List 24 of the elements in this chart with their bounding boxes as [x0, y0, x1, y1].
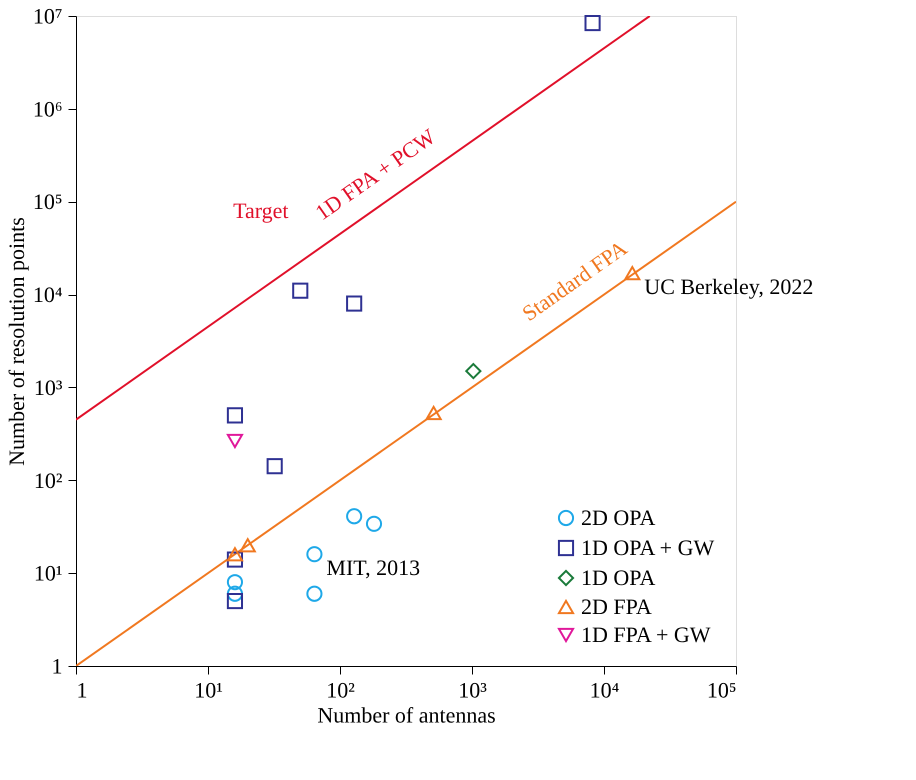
y-tick-label: 10²: [34, 468, 63, 493]
legend-label: 1D OPA + GW: [581, 535, 714, 560]
x-axis-title: Number of antennas: [317, 702, 496, 728]
annotation: MIT, 2013: [326, 555, 420, 580]
y-tick-label: 10⁵: [32, 189, 62, 214]
x-tick-label: 10⁵: [706, 678, 736, 702]
legend-label: 1D OPA: [581, 565, 656, 590]
legend-label: 1D FPA + GW: [581, 622, 711, 647]
y-tick-label: 10⁷: [32, 4, 62, 28]
y-tick-label: 10³: [34, 374, 63, 400]
legend-label: 2D FPA: [581, 594, 652, 619]
y-tick-label: 1: [52, 654, 62, 678]
x-tick-label: 10²: [326, 678, 356, 702]
x-tick-label: 1: [76, 678, 88, 702]
y-axis-title: Number of resolution points: [4, 217, 29, 466]
x-tick-label: 10¹: [194, 678, 223, 702]
y-tick-label: 10¹: [34, 560, 62, 586]
annotation: Target: [233, 198, 289, 223]
y-tick-label: 10⁶: [32, 96, 62, 122]
legend-label: 2D OPA: [581, 505, 656, 530]
x-tick-label: 10³: [458, 678, 488, 702]
x-tick-label: 10⁴: [590, 678, 620, 702]
annotation: UC Berkeley, 2022: [644, 274, 814, 300]
y-tick-label: 10⁴: [32, 282, 63, 308]
